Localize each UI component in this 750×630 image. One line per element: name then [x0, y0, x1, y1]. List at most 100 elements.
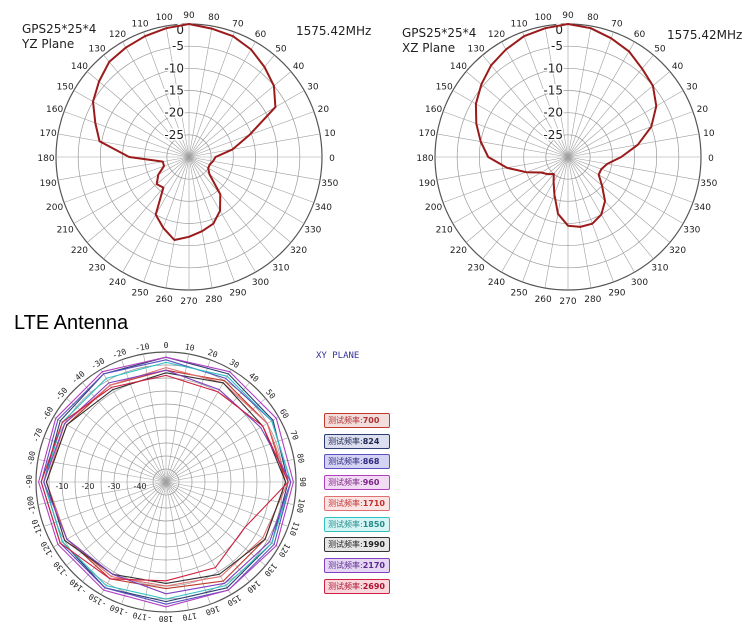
lte-series-line-2690	[40, 374, 289, 582]
lte-angle-tick-label: -110	[30, 518, 45, 539]
yz-angle-tick-label: 160	[46, 105, 63, 115]
xz-angle-tick-label: 260	[535, 295, 552, 305]
yz-grid-spoke	[188, 31, 235, 158]
yz-angle-tick-label: 180	[37, 154, 54, 164]
xz-radial-tick-label: 0	[555, 23, 563, 37]
yz-angle-tick-label: 60	[255, 30, 267, 40]
xz-grid-spoke	[522, 31, 569, 158]
lte-grid-spoke	[43, 437, 167, 483]
xz-angle-tick-label: 220	[450, 246, 467, 256]
yz-grid-spoke	[188, 156, 321, 181]
lte-series-line-960	[38, 356, 294, 608]
lte-angle-tick-label: 80	[295, 453, 306, 464]
xz-grid-spoke	[465, 71, 569, 158]
yz-grid-spoke	[188, 156, 256, 273]
yz-angle-tick-label: 280	[205, 295, 222, 305]
lte-series-line-2170	[43, 369, 292, 595]
lte-angle-tick-label: -100	[25, 495, 37, 516]
yz-grid-spoke	[188, 54, 275, 158]
lte-angle-tick-label: 100	[295, 498, 306, 514]
lte-angle-tick-label: 30	[228, 357, 241, 370]
xz-radial-tick-label: -5	[551, 39, 563, 53]
xz-grid-spoke	[436, 133, 569, 158]
xz-angle-tick-label: 120	[488, 30, 505, 40]
yz-angle-tick-label: 330	[304, 226, 321, 236]
lte-angle-tick-label: -150	[87, 591, 108, 609]
lte-angle-tick-label: -10	[134, 342, 150, 353]
xz-angle-tick-label: 10	[703, 129, 715, 139]
legend-prefix: 测试频率:	[328, 540, 363, 550]
xz-angle-tick-label: 200	[425, 203, 442, 213]
lte-angle-tick-label: -130	[52, 559, 71, 580]
xz-angle-tick-label: 330	[683, 226, 700, 236]
lte-grid-spoke	[165, 481, 232, 595]
lte-grid-spoke	[165, 416, 279, 483]
xz-grid-spoke	[452, 90, 569, 158]
xz-angle-tick-label: 40	[672, 62, 684, 72]
legend-frequency-value: 2690	[362, 581, 385, 591]
lte-angle-tick-label: 150	[226, 593, 243, 608]
yz-grid-spoke	[57, 156, 190, 181]
legend-item-1710: 测试频率:1710	[324, 495, 390, 511]
yz-grid-spoke	[188, 25, 213, 158]
yz-radial-tick-label: -10	[164, 61, 184, 75]
xz-grid-spoke	[482, 54, 569, 158]
lte-series-line-1850	[43, 361, 292, 600]
lte-angle-tick-label: -160	[109, 603, 130, 618]
lte-angle-tick-label: 140	[245, 578, 262, 594]
lte-angle-tick-label: -30	[89, 356, 106, 371]
lte-grid-spoke	[143, 481, 167, 611]
yz-title-line-1: GPS25*25*4	[22, 22, 97, 36]
xz-angle-tick-label: 0	[708, 154, 714, 164]
yz-angle-tick-label: 290	[229, 288, 246, 298]
yz-angle-tick-label: 90	[183, 11, 195, 21]
yz-grid-spoke	[103, 156, 190, 260]
yz-grid-spoke	[188, 156, 292, 243]
lte-section-title: LTE Antenna	[14, 312, 129, 334]
xz-grid-spoke	[436, 156, 569, 181]
xz-grid-spoke	[567, 156, 694, 203]
xz-grid-spoke	[442, 111, 569, 158]
lte-angle-tick-label: 60	[278, 407, 291, 420]
yz-grid-spoke	[188, 156, 275, 260]
xz-grid-spoke	[567, 31, 614, 158]
legend-prefix: 测试频率:	[328, 478, 363, 488]
yz-angle-tick-label: 50	[275, 44, 287, 54]
yz-grid-spoke	[188, 133, 321, 158]
yz-grid-spoke	[165, 25, 190, 158]
xz-angle-tick-label: 290	[608, 288, 625, 298]
xz-angle-tick-label: 190	[419, 179, 436, 189]
xz-title-line-1: GPS25*25*4	[402, 26, 477, 40]
yz-angle-tick-label: 240	[109, 278, 126, 288]
lte-polar-chart: 0 102030405060708090100110120130140150160…	[25, 341, 307, 623]
xz-angle-tick-label: 140	[450, 62, 467, 72]
xz-grid-spoke	[567, 111, 694, 158]
yz-grid-spoke	[63, 111, 190, 158]
yz-angle-tick-label: 20	[318, 105, 330, 115]
xz-grid-spoke	[567, 156, 592, 289]
yz-grid-spoke	[188, 41, 256, 158]
lte-grid-spoke	[82, 481, 167, 582]
lte-grid-spoke	[165, 481, 250, 582]
legend-frequency-value: 1710	[362, 498, 385, 508]
legend-prefix: 测试频率:	[328, 519, 363, 529]
yz-radial-tick-label: -25	[164, 128, 184, 142]
xz-grid-spoke	[567, 156, 614, 283]
legend-prefix: 测试频率:	[328, 498, 363, 508]
yz-angle-tick-label: 120	[109, 30, 126, 40]
xz-angle-tick-label: 170	[419, 129, 436, 139]
yz-angle-tick-label: 220	[71, 246, 88, 256]
lte-angle-tick-label: -140	[68, 577, 89, 596]
lte-angle-tick-label: 180	[159, 614, 174, 623]
lte-grid-spoke	[43, 481, 167, 527]
yz-angle-tick-label: 340	[315, 203, 332, 213]
legend-item-960: 测试频率:960	[324, 475, 390, 491]
yz-grid-spoke	[143, 156, 190, 283]
xz-angle-tick-label: 340	[694, 203, 711, 213]
yz-grid-spoke	[57, 133, 190, 158]
yz-angle-tick-label: 310	[272, 264, 289, 274]
lte-angle-tick-label: -50	[53, 386, 69, 403]
legend-frequency-value: 960	[362, 478, 380, 488]
